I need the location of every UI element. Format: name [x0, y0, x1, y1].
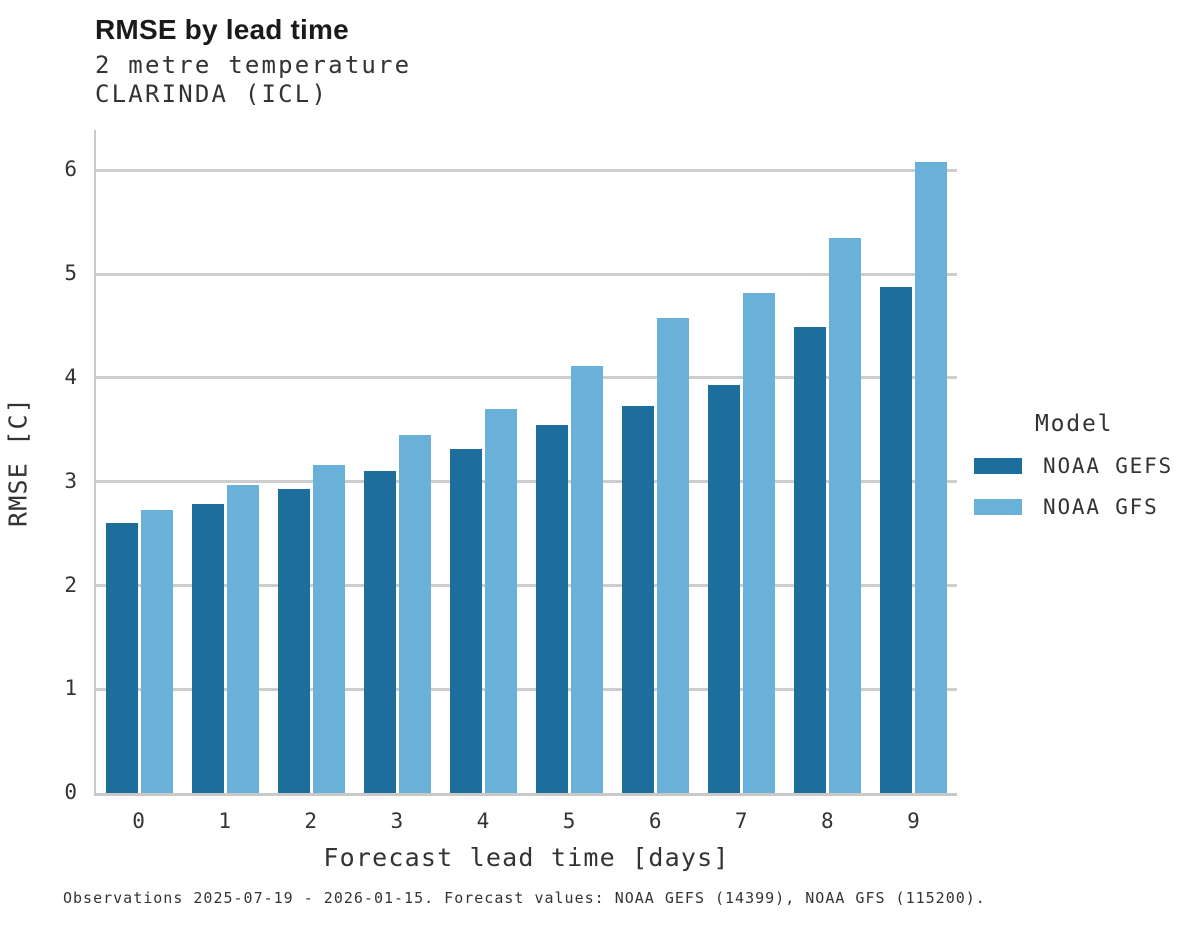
gridline-y-2 — [96, 584, 957, 587]
x-tick-label-1: 1 — [218, 809, 232, 833]
y-tick-label-0: 0 — [64, 780, 78, 804]
bar-noaa-gfs-lead-0 — [140, 509, 173, 793]
bar-group-lead-8 — [785, 130, 871, 793]
x-axis-title: Forecast lead time [days] — [323, 843, 730, 872]
bar-noaa-gfs-lead-4 — [484, 409, 517, 793]
chart-header: RMSE by lead time 2 metre temperature CL… — [95, 14, 411, 109]
y-tick-label-4: 4 — [64, 364, 78, 389]
bar-noaa-gefs-lead-6 — [622, 406, 655, 793]
x-tick-label-2: 2 — [304, 809, 319, 833]
bar-group-lead-5 — [527, 130, 613, 793]
bar-noaa-gfs-lead-1 — [226, 484, 259, 793]
bar-noaa-gfs-lead-6 — [657, 317, 690, 793]
chart-subtitle-station: CLARINDA (ICL) — [95, 80, 329, 108]
caption-observations: Observations 2025-07-19 - 2026-01-15. Fo… — [63, 889, 986, 907]
x-tick-label-3: 3 — [390, 809, 405, 833]
legend-swatch-icon — [974, 499, 1022, 515]
gridline-y-6 — [96, 168, 957, 172]
y-tick-label-3: 3 — [64, 468, 78, 493]
plot-area: RMSE [C] Forecast lead time [days] 0 1 2 3 4… — [4, 130, 957, 872]
legend-row-noaa-gefs: NOAA GEFS — [974, 454, 1173, 478]
chart-subtitle-variable: 2 metre temperature — [95, 51, 412, 79]
bar-group-lead-9 — [871, 130, 957, 793]
bar-noaa-gefs-lead-0 — [105, 523, 138, 793]
bar-group-lead-1 — [182, 130, 268, 793]
gridline-y-1 — [96, 687, 957, 691]
legend: Model NOAA GEFS NOAA GFS — [974, 411, 1173, 519]
legend-row-noaa-gfs: NOAA GFS — [974, 495, 1173, 519]
bar-noaa-gefs-lead-9 — [880, 286, 913, 793]
x-tick-label-7: 7 — [734, 809, 749, 833]
y-axis-title: RMSE [C] — [3, 396, 33, 527]
x-tick-label-8: 8 — [821, 809, 835, 833]
bar-noaa-gfs-lead-9 — [915, 162, 948, 793]
bar-noaa-gfs-lead-8 — [829, 237, 862, 793]
bar-group-lead-3 — [354, 130, 440, 793]
legend-swatch-icon — [974, 458, 1022, 474]
bar-noaa-gefs-lead-7 — [708, 385, 741, 793]
x-tick-label-5: 5 — [562, 809, 577, 833]
bar-noaa-gfs-lead-7 — [743, 292, 776, 793]
bar-group-lead-6 — [613, 130, 699, 793]
bar-group-lead-7 — [699, 130, 785, 793]
bar-group-lead-2 — [268, 130, 354, 793]
gridline-y-5 — [96, 272, 957, 276]
legend-label: NOAA GFS — [1043, 495, 1159, 519]
bar-noaa-gefs-lead-5 — [536, 424, 569, 793]
bar-group-lead-4 — [440, 130, 526, 793]
x-tick-label-9: 9 — [907, 809, 921, 833]
bar-noaa-gfs-lead-2 — [312, 465, 345, 793]
x-tick-label-6: 6 — [648, 809, 663, 833]
gridline-y-3 — [96, 480, 957, 484]
bar-noaa-gefs-lead-2 — [277, 489, 310, 793]
y-tick-label-1: 1 — [64, 676, 78, 701]
bar-noaa-gfs-lead-5 — [571, 365, 604, 793]
bar-noaa-gefs-lead-8 — [794, 327, 827, 793]
bar-noaa-gefs-lead-3 — [363, 471, 396, 793]
bar-noaa-gfs-lead-3 — [398, 435, 431, 793]
bar-noaa-gefs-lead-1 — [191, 503, 224, 793]
legend-rows: NOAA GEFS NOAA GFS — [974, 454, 1173, 519]
x-tick-label-4: 4 — [476, 809, 491, 833]
legend-label: NOAA GEFS — [1043, 454, 1173, 478]
legend-title: Model — [1035, 411, 1114, 437]
bar-group-lead-0 — [96, 130, 182, 793]
gridline-y-4 — [96, 376, 957, 380]
chart-title: RMSE by lead time — [95, 14, 349, 45]
y-tick-label-6: 6 — [64, 157, 78, 182]
y-tick-label-2: 2 — [64, 572, 78, 597]
bar-noaa-gefs-lead-4 — [449, 448, 482, 793]
x-tick-label-0: 0 — [132, 809, 146, 833]
y-tick-label-5: 5 — [64, 261, 78, 286]
